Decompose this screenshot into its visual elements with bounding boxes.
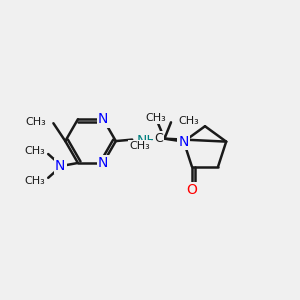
Text: NH: NH <box>136 134 158 148</box>
Text: N: N <box>98 112 108 126</box>
Text: C: C <box>154 132 163 145</box>
Text: CH₃: CH₃ <box>129 141 150 151</box>
Text: CH₃: CH₃ <box>25 176 45 186</box>
Text: O: O <box>186 183 197 197</box>
Text: CH₃: CH₃ <box>25 117 46 127</box>
Text: N: N <box>178 135 189 148</box>
Text: CH₃: CH₃ <box>25 146 45 156</box>
Text: CH₃: CH₃ <box>178 116 199 126</box>
Text: N: N <box>55 159 65 173</box>
Text: CH₃: CH₃ <box>146 113 166 123</box>
Text: N: N <box>98 156 108 170</box>
